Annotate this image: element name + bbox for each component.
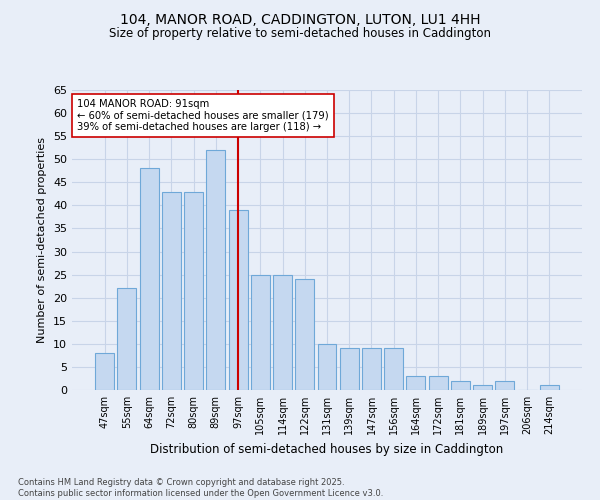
Bar bbox=[473, 386, 492, 390]
Bar bbox=[295, 279, 314, 390]
Text: Distribution of semi-detached houses by size in Caddington: Distribution of semi-detached houses by … bbox=[151, 442, 503, 456]
Text: Contains HM Land Registry data © Crown copyright and database right 2025.
Contai: Contains HM Land Registry data © Crown c… bbox=[18, 478, 383, 498]
Text: Size of property relative to semi-detached houses in Caddington: Size of property relative to semi-detach… bbox=[109, 28, 491, 40]
Bar bbox=[162, 192, 181, 390]
Bar bbox=[184, 192, 203, 390]
Bar bbox=[340, 348, 359, 390]
Bar bbox=[140, 168, 158, 390]
Bar bbox=[273, 274, 292, 390]
Bar bbox=[451, 381, 470, 390]
Bar bbox=[95, 353, 114, 390]
Y-axis label: Number of semi-detached properties: Number of semi-detached properties bbox=[37, 137, 47, 343]
Bar bbox=[540, 386, 559, 390]
Text: 104 MANOR ROAD: 91sqm
← 60% of semi-detached houses are smaller (179)
39% of sem: 104 MANOR ROAD: 91sqm ← 60% of semi-deta… bbox=[77, 99, 329, 132]
Bar bbox=[229, 210, 248, 390]
Bar bbox=[317, 344, 337, 390]
Text: 104, MANOR ROAD, CADDINGTON, LUTON, LU1 4HH: 104, MANOR ROAD, CADDINGTON, LUTON, LU1 … bbox=[120, 12, 480, 26]
Bar bbox=[118, 288, 136, 390]
Bar bbox=[384, 348, 403, 390]
Bar bbox=[496, 381, 514, 390]
Bar bbox=[251, 274, 270, 390]
Bar bbox=[406, 376, 425, 390]
Bar bbox=[206, 150, 225, 390]
Bar bbox=[429, 376, 448, 390]
Bar bbox=[362, 348, 381, 390]
